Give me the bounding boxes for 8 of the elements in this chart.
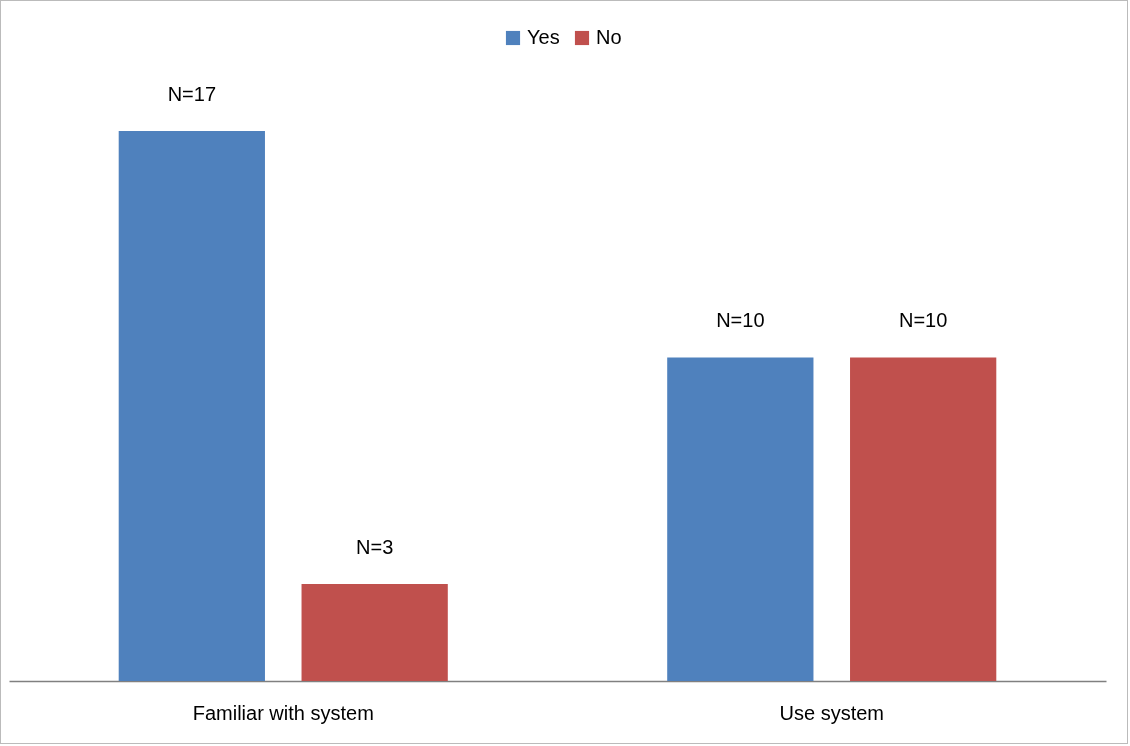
legend-label: No: [596, 26, 622, 48]
data-label: N=3: [356, 535, 394, 558]
data-label: N=10: [898, 309, 948, 332]
data-label: N=10: [716, 309, 765, 332]
legend-label: Yes: [527, 26, 560, 48]
data-label: N=17: [167, 83, 217, 105]
x-tick-label: Use system: [779, 701, 884, 724]
x-tick-label: Familiar with system: [192, 701, 374, 724]
